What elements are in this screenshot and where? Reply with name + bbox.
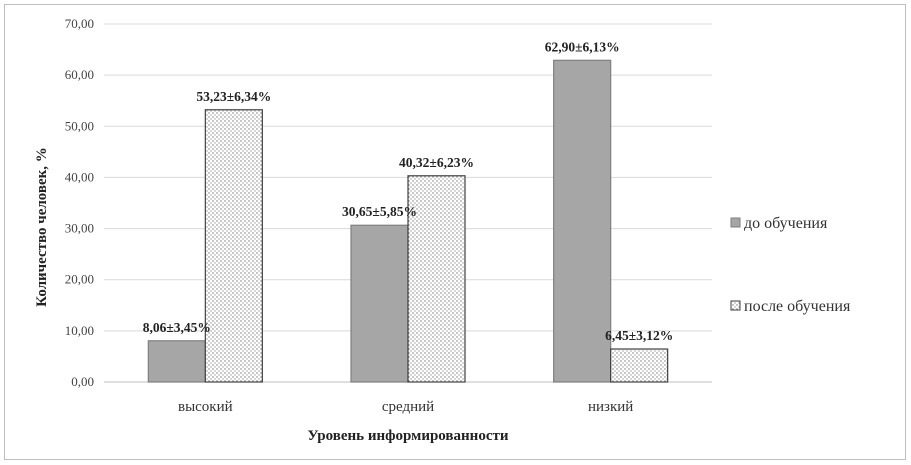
data-label: 8,06±3,45% [143,320,211,335]
bars [147,59,669,383]
bar [407,175,466,383]
legend-label: до обучения [744,215,828,232]
legend-swatch [730,217,741,228]
bar [147,340,206,383]
bar [204,109,263,383]
y-tick-label: 30,00 [65,221,94,236]
legend-label: после обучения [744,298,851,315]
x-tick-labels: высокий средний низкий [178,399,633,415]
y-tick-label: 70,00 [65,16,94,31]
x-axis-title: Уровень информированности [308,428,509,444]
bar [610,348,669,383]
x-tick-label: низкий [588,399,633,415]
data-label: 6,45±3,12% [605,328,673,343]
data-labels: 8,06±3,45% 53,23±6,34% 30,65±5,85% 40,32±6,… [143,39,674,343]
bar [350,224,409,383]
y-tick-label: 10,00 [65,323,94,338]
y-tick-label: 20,00 [65,272,94,287]
y-tick-label: 60,00 [65,67,94,82]
y-axis-title: Количество человек, % [34,147,50,307]
bar [553,59,612,383]
legend: до обучения после обучения [730,215,851,315]
x-tick-label: высокий [178,399,233,415]
y-tick-label: 40,00 [65,169,94,184]
y-tick-label: 50,00 [65,118,94,133]
y-tick-label: 0,00 [71,374,94,389]
data-label: 53,23±6,34% [196,89,271,104]
data-label: 30,65±5,85% [342,204,417,219]
y-tick-labels: 0,00 10,00 20,00 30,00 40,00 50,00 60,00 70,00 [65,16,94,389]
data-label: 40,32±6,23% [399,155,474,170]
data-label: 62,90±6,13% [545,39,620,54]
legend-swatch [730,300,741,311]
x-tick-label: средний [382,399,434,415]
